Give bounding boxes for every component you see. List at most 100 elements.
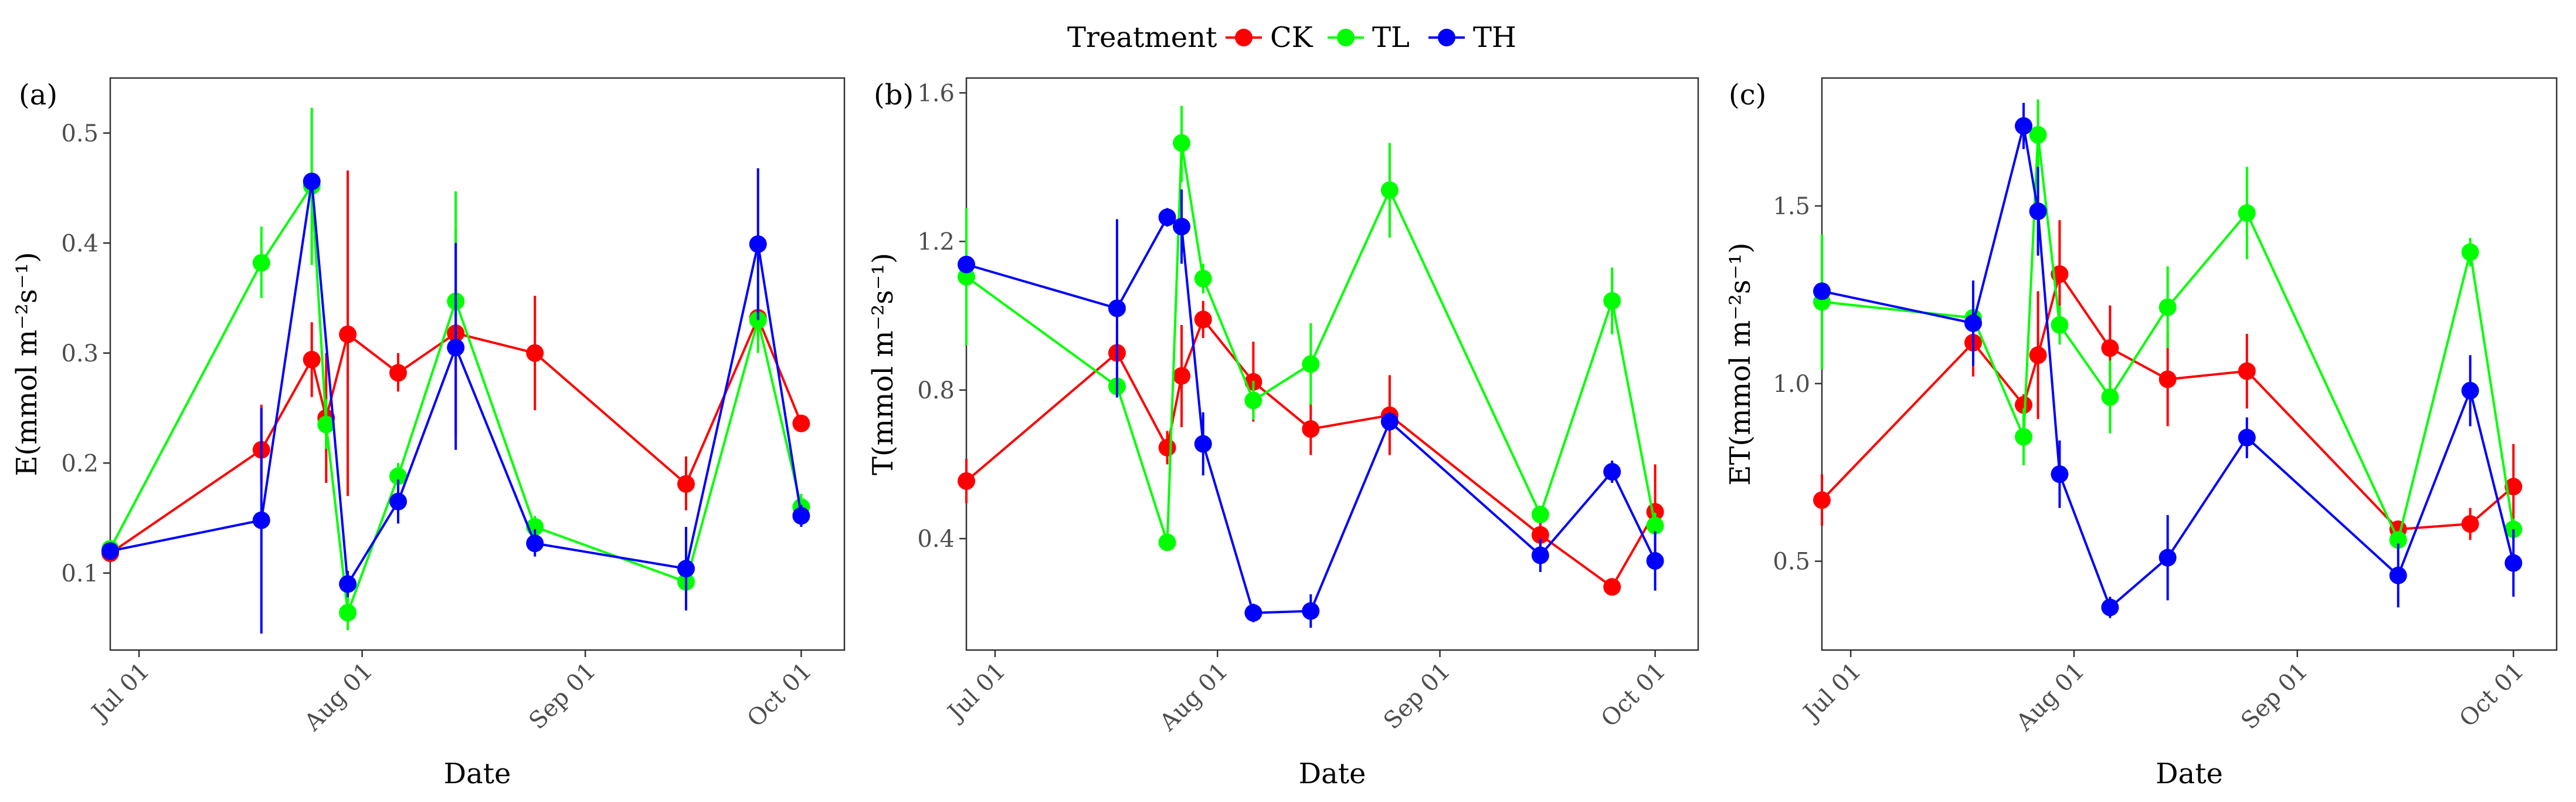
data-point-tl-c-9	[2461, 243, 2479, 261]
data-point-th-a-7	[677, 560, 695, 578]
data-point-th-b-2	[1158, 208, 1176, 226]
y-tick-label-a-0: 0.1	[61, 560, 99, 587]
data-point-tl-a-5	[389, 467, 407, 485]
data-point-th-c-5	[2101, 598, 2119, 617]
data-point-tl-c-2	[2014, 428, 2032, 446]
data-point-ck-b-6	[1302, 420, 1320, 438]
data-point-th-a-9	[792, 507, 810, 525]
legend-key-th-dot	[1438, 29, 1455, 46]
data-point-ck-c-0	[1813, 491, 1831, 509]
panel-label-c: (c)	[1729, 79, 1766, 111]
data-point-ck-c-6	[2158, 370, 2177, 388]
y-tick-label-a-1: 0.2	[61, 450, 99, 477]
data-point-ck-c-3	[2029, 346, 2047, 364]
data-point-ck-a-4	[339, 325, 357, 343]
y-tick-label-b-2: 1.2	[917, 229, 955, 256]
data-point-th-c-3	[2029, 202, 2047, 221]
x-tick-label-a-3: Oct 01	[742, 658, 817, 733]
panel-a: (a) 0.1 0.2 0.3 0.4 0.5 Jul 01 Aug 01 Sep 01 Oct …	[11, 77, 846, 790]
data-point-ck-c-2	[2014, 396, 2032, 414]
x-tick-label-a-2: Sep 01	[524, 658, 601, 735]
data-point-tl-c-8	[2389, 531, 2407, 549]
legend-key-ck-dot	[1235, 29, 1253, 46]
y-tick-label-c-1: 1.0	[1773, 371, 1810, 398]
legend-title: Treatment	[1067, 21, 1217, 54]
data-point-ck-c-9	[2461, 515, 2479, 533]
data-point-tl-b-9	[1603, 292, 1621, 310]
y-tick-label-a-4: 0.5	[61, 120, 99, 147]
y-tick-label-a-3: 0.4	[61, 230, 99, 257]
y-tick-label-c-2: 1.5	[1773, 193, 1810, 220]
data-point-tl-b-8	[1531, 505, 1549, 523]
y-tick-label-b-3: 1.6	[917, 80, 955, 107]
data-point-ck-a-5	[389, 364, 407, 382]
data-point-th-b-6	[1302, 602, 1320, 620]
data-point-th-c-9	[2461, 381, 2479, 400]
data-point-tl-c-4	[2051, 316, 2069, 334]
data-point-th-b-5	[1244, 604, 1262, 622]
data-point-tl-b-6	[1302, 355, 1320, 373]
y-tick-label-b-1: 0.8	[917, 377, 955, 404]
x-tick-label-c-3: Oct 01	[2454, 658, 2529, 733]
data-point-tl-c-3	[2029, 126, 2047, 144]
y-tick-label-b-0: 0.4	[917, 526, 955, 553]
data-point-th-b-3	[1173, 218, 1191, 236]
y-axis-label-c: ET(mmol m⁻²s⁻¹)	[1724, 242, 1757, 485]
data-point-th-c-7	[2238, 428, 2256, 446]
y-axis-label-b: T(mmol m⁻²s⁻¹)	[867, 253, 900, 475]
data-point-th-a-0	[101, 542, 119, 560]
data-point-th-b-0	[958, 255, 975, 273]
data-point-th-a-4	[389, 492, 407, 510]
legend-label-tl: TL	[1372, 21, 1410, 54]
data-point-ck-b-0	[958, 472, 975, 490]
data-point-ck-c-7	[2238, 362, 2256, 380]
data-point-tl-b-2	[1158, 533, 1176, 551]
data-point-th-a-6	[526, 534, 544, 553]
series-line-th-a	[110, 180, 803, 586]
x-tick-label-b-0: Jul 01	[941, 658, 1011, 727]
data-point-tl-b-4	[1194, 269, 1212, 287]
data-point-ck-a-7	[526, 344, 544, 362]
x-tick-label-b-1: Aug 01	[1154, 658, 1233, 737]
data-point-tl-b-10	[1646, 516, 1664, 534]
legend-entry-tl: TL	[1328, 21, 1410, 54]
x-tick-label-a-1: Aug 01	[299, 658, 378, 737]
x-tick-label-c-0: Jul 01	[1797, 658, 1866, 727]
legend-entry-th: TH	[1428, 21, 1516, 54]
legend-entry-ck: CK	[1226, 21, 1314, 54]
y-axis-label-a: E(mmol m⁻²s⁻¹)	[11, 252, 43, 476]
data-point-th-b-9	[1603, 463, 1621, 481]
data-point-th-b-7	[1380, 412, 1399, 431]
data-point-ck-c-10	[2504, 478, 2523, 496]
data-point-th-a-1	[252, 511, 270, 529]
series-ck-a	[101, 170, 810, 562]
data-point-ck-c-5	[2101, 339, 2119, 357]
data-point-th-c-1	[1964, 314, 1982, 332]
data-point-ck-a-2	[303, 351, 321, 368]
series-th-a	[101, 168, 810, 634]
data-point-tl-a-4	[339, 604, 357, 622]
data-point-th-c-0	[1813, 282, 1831, 300]
data-point-tl-b-5	[1244, 391, 1262, 410]
data-point-th-a-8	[749, 235, 767, 253]
x-tick-label-b-2: Sep 01	[1379, 658, 1456, 735]
data-point-ck-a-10	[792, 414, 810, 432]
data-point-tl-c-5	[2101, 388, 2119, 406]
data-point-ck-b-4	[1194, 310, 1212, 329]
panel-c: (c) 0.5 1.0 1.5 Jul 01 Aug 01 Sep 01 Oct 01 Date…	[1724, 77, 2558, 790]
series-th-b	[958, 189, 1664, 628]
data-point-th-b-8	[1531, 546, 1549, 564]
data-point-ck-b-2	[1158, 438, 1176, 456]
x-tick-label-c-2: Sep 01	[2236, 658, 2313, 735]
y-tick-label-c-0: 0.5	[1773, 549, 1810, 576]
x-tick-label-c-1: Aug 01	[2011, 658, 2090, 737]
plot-frame-b	[965, 77, 1699, 651]
data-point-tl-c-6	[2158, 298, 2177, 316]
legend-key-tl-dot	[1337, 29, 1355, 46]
x-axis-label-a: Date	[444, 757, 511, 790]
data-point-th-b-4	[1194, 435, 1212, 453]
data-point-th-c-8	[2389, 566, 2407, 584]
panel-b: (b) 0.4 0.8 1.2 1.6 Jul 01 Aug 01 Sep 01 Oct 01 D…	[867, 77, 1699, 790]
x-tick-label-b-3: Oct 01	[1596, 658, 1671, 733]
panel-label-a: (a)	[19, 79, 57, 111]
